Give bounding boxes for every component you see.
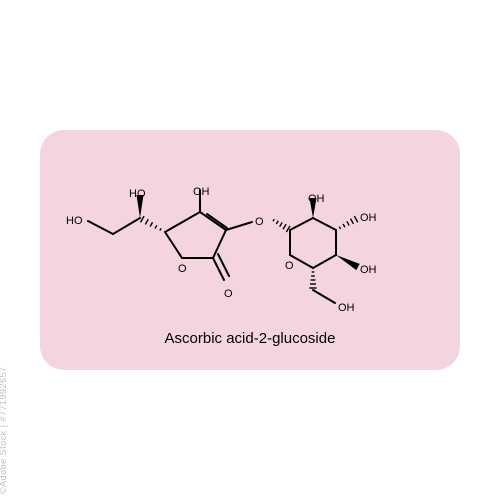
stock-watermark: ©Adobe Stock | #771992657 — [0, 366, 8, 494]
canvas: HOHOOHOOOOOHOHOHOH Ascorbic acid-2-gluco… — [0, 0, 500, 500]
molecule-structure — [0, 0, 500, 500]
compound-name: Ascorbic acid-2-glucoside — [130, 330, 370, 347]
